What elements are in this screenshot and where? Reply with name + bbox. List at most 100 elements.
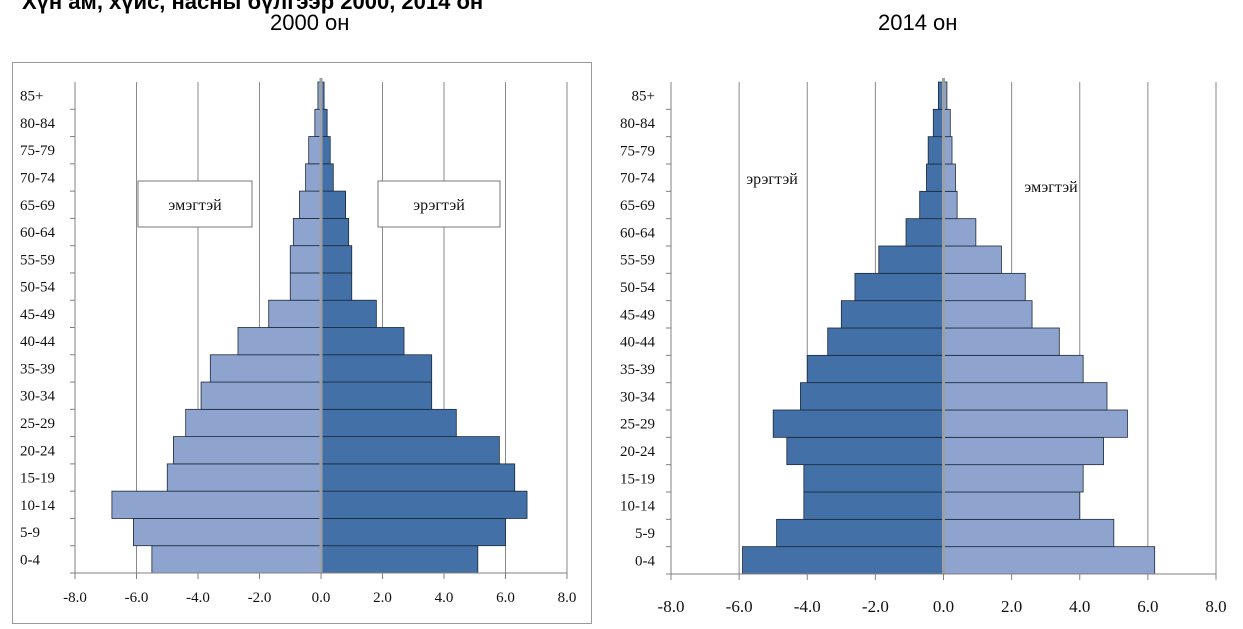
bar-right: [943, 409, 1128, 438]
x-tick-label: 2.0: [373, 590, 392, 606]
bar-right: [320, 299, 377, 328]
category-label: 10-14: [620, 499, 655, 515]
x-tick-label: 8.0: [1205, 597, 1226, 616]
series-label: эрэгтэй: [413, 197, 465, 214]
bar-left: [878, 245, 944, 274]
bar-right: [943, 272, 1026, 302]
category-label: 65-69: [20, 198, 55, 214]
category-label: 45-49: [20, 307, 55, 323]
x-tick-label: -2.0: [248, 590, 272, 606]
bar-left: [305, 163, 322, 192]
category-label: 15-19: [620, 471, 655, 487]
bar-right: [320, 272, 353, 301]
category-label: 80-84: [20, 116, 55, 132]
x-tick-label: 0.0: [933, 597, 954, 616]
category-label: 85+: [632, 89, 655, 105]
bar-left: [289, 272, 322, 301]
x-tick-label: 2.0: [1001, 597, 1022, 616]
bar-right: [943, 546, 1156, 575]
bar-left: [840, 300, 944, 329]
bar-left: [827, 327, 944, 356]
category-label: 80-84: [620, 116, 655, 132]
bar-left: [905, 218, 944, 247]
legend-box: [137, 180, 253, 228]
bar-left: [185, 408, 322, 438]
category-label: 60-64: [20, 225, 55, 241]
bar-right: [320, 381, 433, 410]
bar-right: [320, 490, 528, 519]
bar-right: [943, 190, 958, 220]
category-label: 0-4: [20, 552, 40, 568]
category-label: 10-14: [20, 498, 55, 514]
category-label: 60-64: [620, 225, 655, 241]
bar-left: [292, 217, 322, 247]
bar-left: [772, 409, 944, 438]
category-label: 30-34: [620, 389, 655, 405]
bar-left: [932, 108, 944, 138]
category-label: 75-79: [20, 143, 55, 159]
bar-left: [151, 545, 322, 574]
bar-right: [320, 545, 479, 574]
category-label: 55-59: [620, 253, 655, 269]
bar-left: [803, 491, 944, 520]
bar-left: [926, 163, 944, 192]
category-label: 70-74: [620, 171, 655, 187]
bar-right: [943, 436, 1104, 466]
bar-left: [776, 518, 944, 548]
chart-2014-panel: -8.0 -6.0 -4.0 -2.0 0.0 2.0 4.0 6.0 8.0 0-4 5-9 10-…: [596, 62, 1240, 624]
category-label: 20-24: [20, 443, 55, 459]
category-label: 35-39: [620, 362, 655, 378]
bar-right: [943, 163, 956, 192]
category-label: 15-19: [20, 471, 55, 487]
bar-left: [786, 436, 944, 466]
x-tick-label: -8.0: [63, 590, 87, 606]
category-label: 50-54: [620, 280, 655, 296]
bar-right: [943, 464, 1084, 493]
bar-right: [943, 491, 1081, 520]
chart-2000-panel: -8.0 -6.0 -4.0 -2.0 0.0 2.0 4.0 6.0 8.0 0-4 5-9 10-…: [12, 62, 592, 624]
category-label: 5-9: [20, 525, 40, 541]
page-title: Хүн ам, хүйс, насны бүлгээр 2000, 2014 о…: [22, 0, 484, 14]
bar-left: [268, 299, 322, 328]
page-title-clipped: Хүн ам, хүйс, насны бүлгээр 2000, 2014 о…: [0, 0, 1243, 18]
category-label: 70-74: [20, 170, 55, 186]
bar-right: [943, 218, 977, 247]
category-label: 25-29: [20, 416, 55, 432]
bar-right: [320, 245, 353, 274]
x-tick-label: 4.0: [435, 590, 454, 606]
bar-left: [803, 464, 944, 493]
bar-right: [320, 354, 433, 383]
category-label: 35-39: [20, 361, 55, 377]
x-tick-label: -6.0: [726, 597, 753, 616]
bar-left: [800, 382, 944, 411]
chart-2014: -8.0 -6.0 -4.0 -2.0 0.0 2.0 4.0 6.0 8.0 0-4 5-9 10-…: [620, 78, 1227, 616]
category-label: 20-24: [620, 444, 655, 460]
bar-right: [320, 327, 405, 356]
x-tick-label: 6.0: [496, 590, 515, 606]
bar-left: [806, 354, 944, 384]
bar-left: [133, 518, 322, 547]
bar-left: [237, 327, 322, 356]
bar-right: [320, 408, 457, 438]
category-label: 45-49: [620, 307, 655, 323]
bar-right: [320, 163, 334, 192]
bar-right: [943, 518, 1115, 548]
category-label: 25-29: [620, 417, 655, 433]
category-label: 5-9: [635, 526, 655, 542]
x-tick-label: 8.0: [558, 590, 577, 606]
bar-right: [320, 463, 516, 492]
x-tick-label: -4.0: [186, 590, 210, 606]
bar-left: [299, 190, 322, 219]
x-tick-label: -6.0: [125, 590, 149, 606]
category-label: 65-69: [620, 198, 655, 214]
category-label: 40-44: [620, 335, 655, 351]
bar-right: [320, 518, 506, 547]
chart-2014-subtitle: 2014 он: [878, 10, 958, 35]
bar-left: [854, 272, 944, 302]
x-tick-label: 0.0: [312, 590, 331, 606]
bar-right: [943, 354, 1084, 384]
bar-left: [289, 245, 322, 274]
bar-left: [200, 381, 322, 410]
x-tick-label: -4.0: [794, 597, 821, 616]
bar-left: [111, 490, 322, 519]
